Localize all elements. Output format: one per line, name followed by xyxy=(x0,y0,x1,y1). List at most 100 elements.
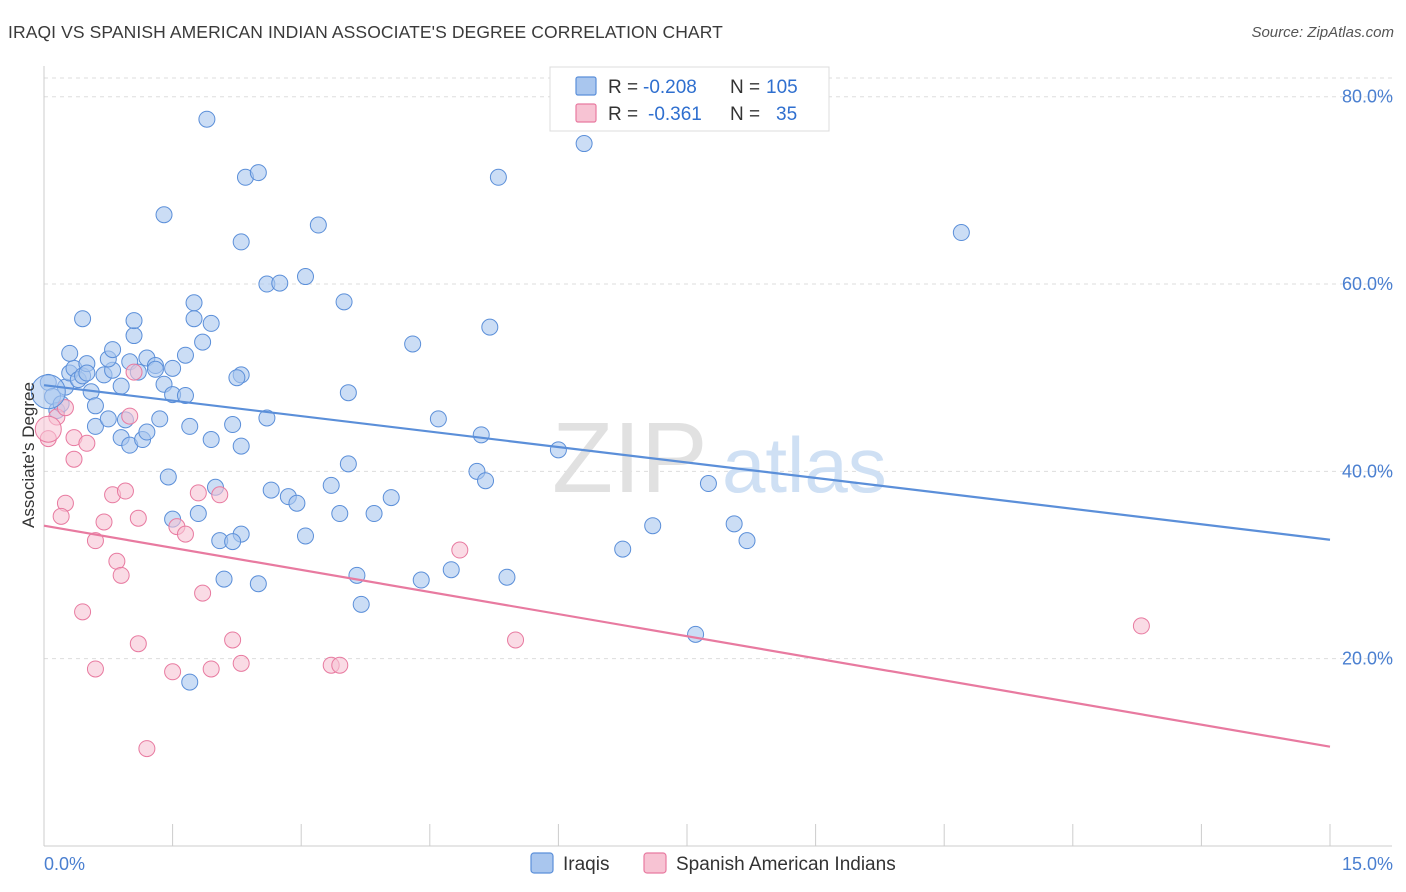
iraqis-point xyxy=(339,384,357,402)
y-tick-label: 60.0% xyxy=(1342,274,1393,294)
spanish-american-indians-point xyxy=(202,660,220,678)
iraqis-point xyxy=(489,168,507,186)
iraqis-point xyxy=(151,410,169,428)
iraqis-trend-line xyxy=(43,384,1331,541)
legend-swatch-spanish-american-indians xyxy=(643,852,667,874)
iraqis-point xyxy=(215,570,233,588)
spanish-american-indians-point xyxy=(164,663,182,681)
iraqis-point xyxy=(614,540,632,558)
iraqis-point xyxy=(202,431,220,449)
watermark-zip: ZIP xyxy=(552,402,708,514)
spanish-american-indians-point xyxy=(331,656,349,674)
stats-n-value-spanish-american-indians: 35 xyxy=(776,104,797,125)
series-legend: Iraqis Spanish American Indians xyxy=(530,852,896,875)
iraqis-point xyxy=(224,533,242,551)
watermark: ZIP atlas xyxy=(552,402,887,514)
spanish-american-indians-point xyxy=(116,482,134,500)
iraqis-point xyxy=(322,476,340,494)
spanish-american-indians-point xyxy=(129,635,147,653)
iraqis-point xyxy=(146,360,164,378)
iraqis-point xyxy=(412,571,430,589)
stats-legend-swatch-spanish-american-indians xyxy=(575,103,597,123)
iraqis-point xyxy=(331,505,349,523)
spanish-american-indians-point xyxy=(194,584,212,602)
x-tick-label: 15.0% xyxy=(1342,854,1393,874)
iraqis-point xyxy=(232,437,250,455)
iraqis-point xyxy=(155,206,173,224)
iraqis-point xyxy=(194,333,212,351)
stats-n-value-iraqis: 105 xyxy=(766,77,798,98)
iraqis-point xyxy=(104,341,122,359)
iraqis-point xyxy=(442,561,460,579)
spanish-american-indians-point xyxy=(138,740,156,758)
spanish-american-indians-point xyxy=(121,407,139,425)
spanish-american-indians-point xyxy=(211,486,229,504)
spanish-american-indians-point xyxy=(1132,617,1150,635)
iraqis-point xyxy=(309,216,327,234)
iraqis-point xyxy=(725,515,743,533)
spanish-american-indians-point xyxy=(125,363,143,381)
iraqis-point xyxy=(687,625,705,643)
iraqis-point xyxy=(228,369,246,387)
iraqis-point xyxy=(498,568,516,586)
iraqis-point xyxy=(549,441,567,459)
iraqis-point xyxy=(262,481,280,499)
iraqis-point xyxy=(176,346,194,364)
iraqis-point xyxy=(644,517,662,535)
stats-r-label-spanish-american-indians: R = xyxy=(608,104,638,125)
stats-r-value-iraqis: -0.208 xyxy=(643,77,697,98)
iraqis-point xyxy=(352,595,370,613)
spanish-american-indians-point xyxy=(224,631,242,649)
legend-label-iraqis: Iraqis xyxy=(563,854,609,875)
iraqis-point xyxy=(232,233,250,251)
chart-source: Source: ZipAtlas.com xyxy=(1251,24,1394,41)
iraqis-point xyxy=(99,410,117,428)
stats-legend-swatch-iraqis xyxy=(575,76,597,96)
spanish-american-indians-point xyxy=(451,541,469,559)
iraqis-point xyxy=(224,416,242,434)
iraqis-point xyxy=(181,417,199,435)
spanish-american-indians-point xyxy=(65,450,83,468)
spanish-american-indians-point xyxy=(56,399,74,417)
iraqis-point xyxy=(198,110,216,128)
iraqis-point xyxy=(159,468,177,486)
spanish-american-indians-point xyxy=(189,484,207,502)
spanish-american-indians-point xyxy=(34,415,62,443)
iraqis-point xyxy=(296,527,314,545)
iraqis-point xyxy=(249,575,267,593)
spanish-american-indians-point xyxy=(507,631,525,649)
iraqis-point xyxy=(296,268,314,286)
iraqis-point xyxy=(738,532,756,550)
iraqis-point xyxy=(477,472,495,490)
y-tick-label: 40.0% xyxy=(1342,461,1393,481)
iraqis-point xyxy=(472,426,490,444)
spanish-american-indians-trend-line xyxy=(43,524,1331,748)
spanish-american-indians-point xyxy=(86,532,104,550)
spanish-american-indians-point xyxy=(95,513,113,531)
stats-n-label-iraqis: N = xyxy=(730,77,760,98)
iraqis-point xyxy=(249,164,267,182)
iraqis-point xyxy=(86,397,104,415)
iraqis-point xyxy=(952,224,970,242)
y-tick-label: 80.0% xyxy=(1342,87,1393,107)
stats-r-value-spanish-american-indians: -0.361 xyxy=(648,104,702,125)
iraqis-point xyxy=(189,505,207,523)
spanish-american-indians-point xyxy=(176,525,194,543)
iraqis-point xyxy=(258,409,276,427)
iraqis-point xyxy=(164,359,182,377)
spanish-american-indians-point xyxy=(52,507,70,525)
iraqis-point xyxy=(481,318,499,336)
iraqis-point xyxy=(181,673,199,691)
legend-label-spanish-american-indians: Spanish American Indians xyxy=(676,854,896,875)
iraqis-point xyxy=(78,364,96,382)
chart-title: IRAQI VS SPANISH AMERICAN INDIAN ASSOCIA… xyxy=(8,22,723,42)
iraqis-point xyxy=(202,314,220,332)
iraqis-point xyxy=(575,135,593,153)
spanish-american-indians-point xyxy=(108,552,126,570)
iraqis-point xyxy=(125,327,143,345)
iraqis-point xyxy=(404,335,422,353)
iraqis-point xyxy=(429,410,447,428)
iraqis-point xyxy=(185,294,203,312)
axis-layer: 20.0% 40.0% 60.0% 80.0% 0.0% 15.0% xyxy=(43,66,1393,874)
